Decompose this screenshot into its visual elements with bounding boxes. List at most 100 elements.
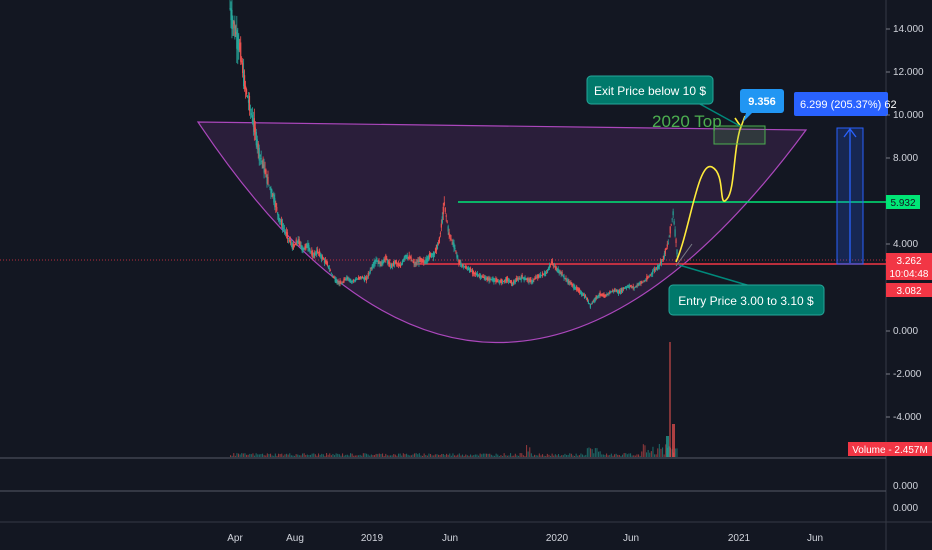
price-candle: [449, 234, 451, 238]
price-candle: [446, 221, 448, 223]
volume-bar: [618, 454, 620, 457]
price-tag-entry-text: 3.082: [896, 286, 921, 297]
volume-tag: Volume - 2.457M: [848, 442, 932, 456]
price-tag-last-text: 3.262: [896, 256, 921, 267]
price-candle: [658, 263, 661, 267]
price-candle: [523, 276, 525, 281]
price-candle: [411, 260, 413, 262]
price-candle: [676, 249, 678, 255]
price-candle: [281, 219, 283, 226]
price-candle: [633, 287, 635, 289]
price-candle: [229, 8, 231, 10]
price-candle: [639, 283, 641, 284]
price-candle: [420, 258, 422, 262]
price-candle: [298, 239, 300, 245]
price-candle: [525, 278, 527, 281]
price-candle: [329, 270, 331, 272]
target-price-badge[interactable]: [740, 89, 784, 113]
volume-bar: [478, 455, 480, 457]
price-candle: [630, 285, 632, 288]
volume-bar: [402, 453, 404, 457]
price-candle: [468, 267, 470, 271]
price-candle: [457, 258, 459, 260]
volume-bar: [561, 455, 563, 457]
price-candle: [406, 254, 408, 260]
indicator-axis-label: 0.000: [893, 481, 918, 492]
volume-bar: [393, 454, 395, 457]
price-candle: [488, 278, 490, 282]
price-candle: [622, 288, 625, 290]
volume-bar: [311, 453, 313, 457]
volume-bar: [417, 454, 419, 457]
volume-bar: [276, 455, 278, 457]
volume-bar: [559, 455, 561, 457]
entry-callout-pointer: [678, 264, 758, 289]
volume-bar: [609, 454, 611, 457]
volume-bar: [582, 454, 584, 457]
volume-bar: [676, 448, 678, 457]
price-candle: [332, 276, 334, 277]
volume-bar: [385, 453, 387, 457]
price-candle: [276, 206, 278, 211]
price-candle: [384, 258, 386, 260]
price-candle: [435, 244, 438, 251]
volume-bar: [423, 453, 425, 457]
price-axis-label: 0.000: [893, 326, 918, 337]
price-candle: [581, 292, 584, 297]
price-candle: [234, 25, 236, 38]
price-candle: [600, 293, 602, 296]
price-candle: [533, 279, 535, 281]
price-candle: [513, 281, 515, 283]
price-candle: [369, 269, 371, 273]
price-candle: [659, 261, 662, 264]
volume-bar: [658, 443, 660, 457]
volume-bar: [282, 455, 284, 457]
time-axis[interactable]: Apr Aug 2019 Jun 2020 Jun 2021 Jun: [227, 533, 823, 544]
price-candle: [477, 274, 479, 276]
price-candle: [599, 291, 601, 297]
price-candle: [238, 38, 240, 52]
volume-bar: [370, 454, 372, 457]
volume-bar: [495, 453, 497, 457]
price-candle: [284, 231, 287, 233]
price-candle: [303, 247, 305, 250]
price-candle: [460, 262, 462, 267]
price-candle: [603, 293, 605, 298]
price-tag-resistance: 5.932: [886, 195, 920, 209]
price-candle: [402, 259, 404, 262]
volume-bar: [314, 454, 316, 457]
price-candle: [381, 262, 383, 265]
price-candle: [549, 264, 552, 266]
volume-bar: [588, 447, 590, 457]
price-candle: [511, 282, 514, 286]
volume-bar: [319, 454, 321, 457]
price-candle: [333, 276, 335, 279]
price-candle: [326, 262, 328, 266]
volume-bar: [430, 454, 432, 457]
price-candle: [667, 242, 669, 244]
price-candle: [391, 263, 393, 267]
price-candle: [419, 256, 421, 262]
price-candle: [496, 279, 498, 283]
volume-bar: [622, 454, 624, 457]
price-candle: [638, 282, 640, 286]
volume-bar: [425, 455, 427, 457]
exit-callout-box[interactable]: [586, 75, 714, 105]
volume-bar: [580, 453, 582, 457]
price-candle: [534, 278, 536, 280]
price-candle: [244, 85, 247, 90]
entry-callout-box[interactable]: [668, 284, 825, 316]
price-candle: [378, 260, 380, 264]
volume-bar: [567, 454, 569, 457]
time-axis-label: 2019: [361, 533, 384, 544]
volume-bar: [442, 453, 444, 457]
volume-bar: [551, 453, 553, 457]
price-candle: [275, 202, 277, 208]
volume-bar: [511, 455, 513, 457]
price-candle: [424, 262, 426, 263]
projection-path[interactable]: [675, 125, 742, 263]
volume-bar: [614, 454, 616, 457]
volume-bar: [236, 453, 238, 457]
price-candle: [648, 276, 650, 278]
